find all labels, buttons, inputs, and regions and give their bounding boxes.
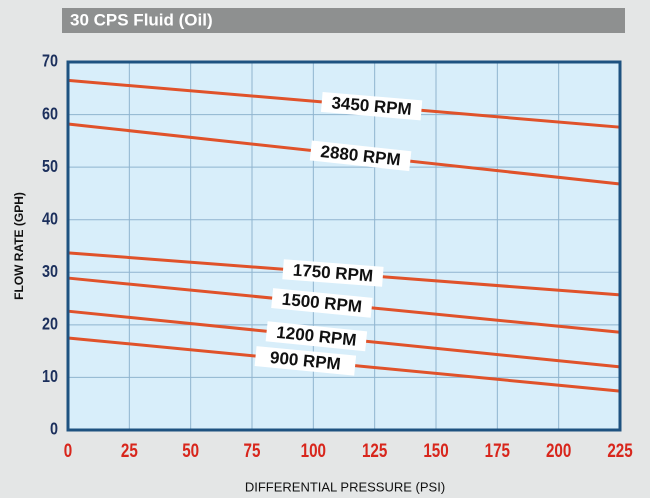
x-tick-label: 200 [546,439,571,461]
y-tick-label: 60 [42,104,58,124]
y-tick-label: 70 [42,51,58,71]
x-tick-label: 125 [362,439,388,461]
x-tick-label: 50 [182,439,199,461]
chart: 30 CPS Fluid (Oil) FLOW RATE (GPH) DIFFE… [0,0,650,498]
x-tick-label: 75 [244,439,261,461]
x-tick-label: 100 [301,439,326,461]
y-tick-label: 40 [42,209,58,229]
y-tick-label: 0 [50,419,58,439]
plot-area [68,62,620,430]
chart-title: 30 CPS Fluid (Oil) [70,10,213,29]
y-tick-label: 10 [42,367,58,387]
y-axis-label: FLOW RATE (GPH) [12,192,26,300]
y-tick-label: 30 [42,262,58,282]
x-tick-label: 0 [64,439,72,461]
x-tick-label: 225 [607,439,633,461]
x-tick-label: 25 [121,439,138,461]
y-tick-label: 50 [42,156,58,176]
x-axis-label: DIFFERENTIAL PRESSURE (PSI) [245,479,445,494]
y-tick-label: 20 [42,314,58,334]
x-tick-label: 175 [485,439,511,461]
x-tick-label: 150 [423,439,448,461]
